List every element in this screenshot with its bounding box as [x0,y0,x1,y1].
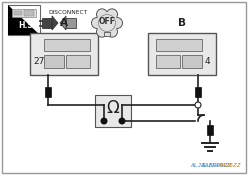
Circle shape [112,18,123,29]
Circle shape [106,26,118,37]
Bar [14,11,22,15]
Circle shape [100,117,107,124]
Bar [12,9,36,17]
Circle shape [96,26,107,37]
Bar [104,32,110,36]
Text: 27: 27 [33,57,45,65]
Polygon shape [60,16,66,30]
Bar [66,18,76,28]
Circle shape [96,9,107,20]
Text: ALJIA0426ZZ: ALJIA0426ZZ [191,163,232,168]
Text: H.S.: H.S. [18,21,36,30]
Bar [148,33,216,75]
Circle shape [92,18,102,29]
Bar [30,33,98,75]
Bar [182,55,202,68]
Bar [24,10,34,16]
Polygon shape [8,5,40,35]
Text: A: A [60,18,68,28]
Bar [42,18,52,28]
Text: 0426ZZ: 0426ZZ [219,163,242,168]
Text: 4: 4 [204,57,210,65]
Bar [45,87,51,97]
Circle shape [119,117,125,124]
Bar [195,87,201,97]
Bar [66,55,90,68]
Bar [207,125,213,135]
Bar [44,39,90,51]
Text: DISCONNECT: DISCONNECT [48,9,88,15]
Text: ALJIA: ALJIA [200,163,219,168]
Bar [44,55,64,68]
Bar [156,55,180,68]
Circle shape [106,9,118,20]
Polygon shape [52,16,58,30]
Bar [156,39,202,51]
Circle shape [98,15,116,32]
Text: Ω: Ω [107,99,119,117]
Bar [95,95,131,127]
Circle shape [195,102,201,108]
Text: OFF: OFF [98,18,116,26]
Text: B: B [178,18,186,28]
Circle shape [97,13,117,33]
Bar [8,5,40,35]
Circle shape [96,12,118,34]
